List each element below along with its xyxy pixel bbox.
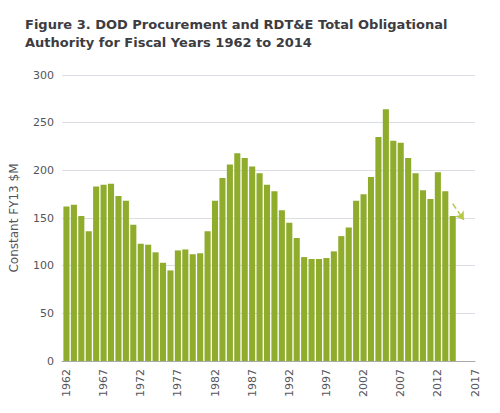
svg-text:2017: 2017: [469, 369, 482, 397]
svg-text:100: 100: [33, 259, 54, 272]
svg-text:2012: 2012: [431, 369, 444, 397]
svg-text:1972: 1972: [134, 369, 147, 397]
svg-text:1987: 1987: [246, 369, 259, 397]
svg-text:Authority for Fiscal Years 196: Authority for Fiscal Years 1962 to 2014: [25, 35, 312, 50]
svg-text:Constant FY13 $M: Constant FY13 $M: [7, 163, 21, 272]
svg-text:1962: 1962: [60, 369, 73, 397]
svg-text:2007: 2007: [394, 369, 407, 397]
svg-text:300: 300: [33, 69, 54, 82]
svg-text:0: 0: [47, 355, 54, 368]
svg-text:200: 200: [33, 164, 54, 177]
svg-text:1982: 1982: [209, 369, 222, 397]
svg-text:1992: 1992: [283, 369, 296, 397]
svg-text:1977: 1977: [171, 369, 184, 397]
svg-text:150: 150: [33, 212, 54, 225]
svg-text:50: 50: [40, 307, 54, 320]
svg-text:1967: 1967: [97, 369, 110, 397]
svg-text:250: 250: [33, 116, 54, 129]
svg-text:2002: 2002: [357, 369, 370, 397]
svg-text:Figure 3. DOD Procurement and: Figure 3. DOD Procurement and RDT&E Tota…: [25, 17, 447, 32]
svg-text:1997: 1997: [320, 369, 333, 397]
